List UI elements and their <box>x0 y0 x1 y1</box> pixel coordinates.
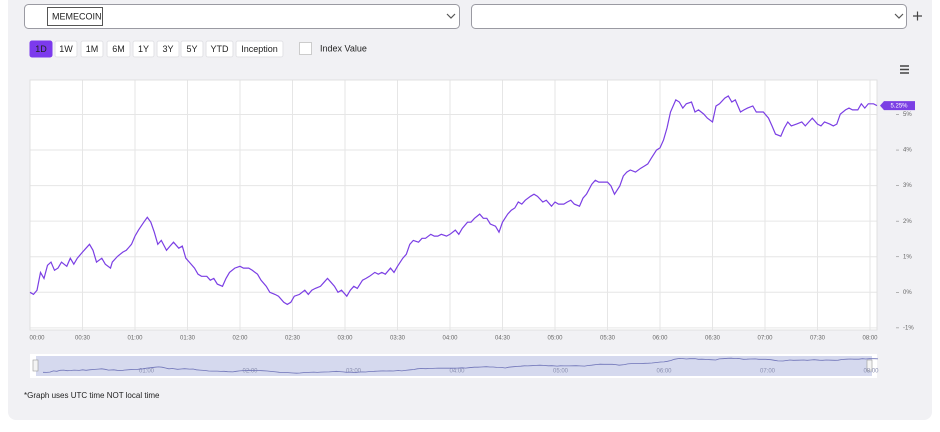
asset-input[interactable] <box>47 7 103 26</box>
navigator-label: 03:00 <box>346 369 362 375</box>
range-button[interactable] <box>132 40 155 58</box>
navigator-window[interactable] <box>36 356 872 376</box>
range-label: YTD <box>211 44 230 54</box>
range-button[interactable] <box>235 40 284 58</box>
x-tick-label: 01:00 <box>127 336 143 342</box>
navigator-handle[interactable] <box>32 359 39 372</box>
navigator-label: 07:00 <box>760 369 776 375</box>
x-tick-label: 08:00 <box>862 336 878 342</box>
navigator-line <box>42 357 878 374</box>
current-label: 5.25% <box>890 104 908 110</box>
asset-name: MEMECOIN <box>52 11 102 21</box>
range-button[interactable] <box>80 40 104 58</box>
range-button[interactable] <box>29 40 53 58</box>
y-tick-label: -1% <box>903 325 914 331</box>
y-tick-label: 5% <box>903 112 912 118</box>
dropdown-arrow <box>446 13 456 19</box>
x-tick-label: 04:30 <box>495 336 511 342</box>
x-tick-label: 07:30 <box>810 336 826 342</box>
index-label: Index Value <box>320 43 367 53</box>
compare-dropdown[interactable] <box>471 4 907 29</box>
dropdown-arrow <box>894 13 904 19</box>
plot-area <box>30 80 877 330</box>
index-checkbox[interactable] <box>299 42 312 55</box>
x-tick-label: 07:00 <box>757 336 773 342</box>
y-tick-label: 2% <box>903 219 912 225</box>
range-button[interactable] <box>106 40 131 58</box>
add-button[interactable] <box>913 11 922 21</box>
menu-button[interactable] <box>900 65 909 74</box>
range-label: 1Y <box>138 44 149 54</box>
navigator-label: 05:00 <box>553 369 569 375</box>
x-tick-label: 05:30 <box>600 336 616 342</box>
plot-border <box>29 79 878 331</box>
navigator-label: 04:00 <box>449 369 465 375</box>
current-tag <box>880 101 915 111</box>
navigator-label: 02:00 <box>242 369 258 375</box>
range-button[interactable] <box>205 40 234 58</box>
x-tick-label: 03:00 <box>337 336 353 342</box>
x-tick-label: 04:00 <box>442 336 458 342</box>
y-tick-label: 1% <box>903 254 912 260</box>
navigator-label: 01:00 <box>139 369 155 375</box>
y-tick-label: 3% <box>903 183 912 189</box>
x-tick-label: 02:00 <box>232 336 248 342</box>
range-button[interactable] <box>180 40 204 58</box>
x-tick-label: 00:00 <box>29 336 45 342</box>
navigator-handle[interactable] <box>866 359 873 372</box>
y-tick-label: 0% <box>903 290 912 296</box>
navigator-label: 06:00 <box>656 369 672 375</box>
range-label: Inception <box>241 44 278 54</box>
x-tick-label: 05:00 <box>547 336 563 342</box>
range-label: 6M <box>112 44 125 54</box>
y-tick-label: 4% <box>903 148 912 154</box>
x-tick-label: 02:30 <box>285 336 301 342</box>
navigator-label: 08:00 <box>863 369 879 375</box>
range-button[interactable] <box>54 40 78 58</box>
x-tick-label: 06:30 <box>705 336 721 342</box>
range-label: 5Y <box>186 44 197 54</box>
x-tick-label: 00:30 <box>75 336 91 342</box>
asset-dropdown[interactable] <box>24 4 460 29</box>
range-label: 1M <box>86 44 99 54</box>
range-label: 1D <box>35 44 47 54</box>
x-tick-label: 01:30 <box>180 336 196 342</box>
x-tick-label: 06:00 <box>652 336 668 342</box>
range-label: 3Y <box>162 44 173 54</box>
footnote: *Graph uses UTC time NOT local time <box>24 391 160 400</box>
price-line <box>29 95 878 306</box>
range-button[interactable] <box>156 40 180 58</box>
range-label: 1W <box>59 44 73 54</box>
x-tick-label: 03:30 <box>390 336 406 342</box>
